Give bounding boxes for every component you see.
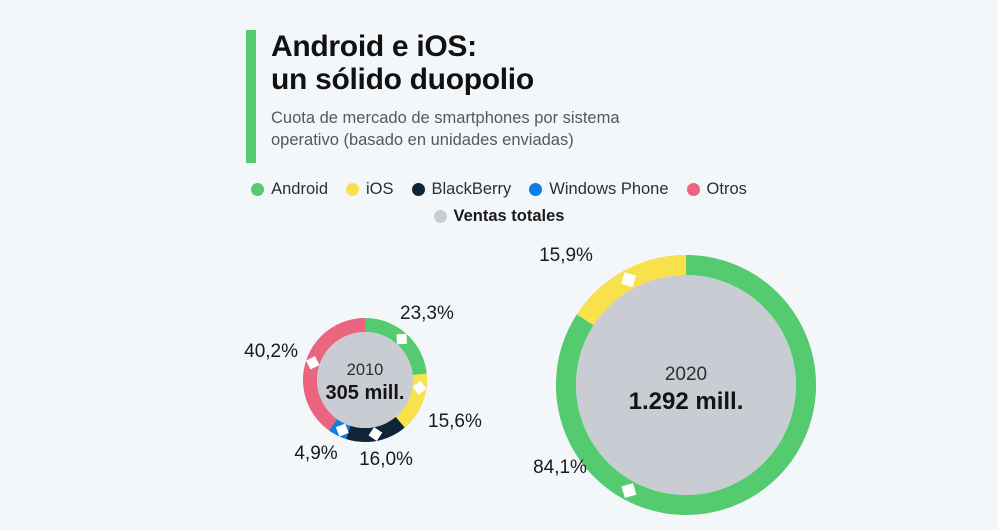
value-label-otros: 40,2% — [244, 341, 298, 362]
donut-2020-center-year: 2020 — [665, 364, 707, 385]
legend-dot-icon — [686, 182, 700, 196]
donut-chart-2020: 2020 1.292 mill. 15,9% 84,1% — [520, 230, 880, 530]
legend-label-blackberry: BlackBerry — [431, 180, 512, 198]
legend-label-otros: Otros — [706, 180, 747, 198]
legend-label-ventas-totales: Ventas totales — [453, 207, 565, 225]
marker-otros-icon — [306, 356, 320, 370]
legend-dot-icon — [411, 182, 425, 196]
donut-2010-center-total: 305 mill. — [326, 382, 405, 404]
value-label-blackberry: 16,0% — [359, 449, 413, 470]
legend-dot-icon — [433, 209, 447, 223]
donut-2020-ring — [556, 255, 816, 515]
header-text: Android e iOS: un sólido duopolio Cuota … — [271, 30, 811, 151]
legend-dot-icon — [346, 182, 359, 196]
legend-item-android[interactable]: Android — [251, 178, 328, 200]
segment-ios[interactable] — [303, 318, 427, 442]
legend-dot-icon — [251, 182, 265, 196]
accent-bar — [246, 30, 256, 163]
value-label-android: 23,3% — [400, 303, 454, 324]
value-label-android: 84,1% — [533, 457, 587, 478]
legend-item-windows-phone[interactable]: Windows Phone — [529, 178, 669, 200]
legend-item-otros[interactable]: Otros — [686, 178, 747, 200]
donut-2010-svg: 2010 305 mill. 23,3% 15,6% 16,0% 4,9% 40… — [244, 303, 482, 470]
page-subtitle: Cuota de mercado de smartphones por sist… — [271, 109, 620, 149]
marker-windows-phone-icon — [335, 423, 349, 437]
legend: Android iOS BlackBerry Windows Phone Otr… — [0, 178, 998, 227]
page-title: Android e iOS: un sólido duopolio — [271, 30, 534, 96]
donut-2010-markers — [306, 333, 427, 441]
legend-label-ios: iOS — [366, 180, 394, 198]
donut-2020-markers — [621, 272, 637, 499]
legend-row-totals: Ventas totales — [0, 205, 998, 227]
segment-ios[interactable] — [556, 255, 816, 515]
legend-item-blackberry[interactable]: BlackBerry — [411, 178, 512, 200]
legend-row-platforms: Android iOS BlackBerry Windows Phone Otr… — [0, 178, 998, 200]
marker-blackberry-icon — [368, 427, 383, 441]
donut-2010-center-disc — [317, 332, 413, 428]
legend-label-windows-phone: Windows Phone — [549, 180, 669, 198]
donut-2020-center-disc — [576, 275, 796, 495]
marker-ios-icon — [412, 380, 427, 395]
value-label-ios: 15,9% — [539, 245, 593, 266]
donut-2010-ring — [303, 318, 427, 442]
marker-android-icon — [396, 333, 407, 345]
donut-2020-center-total: 1.292 mill. — [629, 388, 744, 415]
legend-item-ventas-totales[interactable]: Ventas totales — [433, 205, 565, 227]
donut-2020-svg: 2020 1.292 mill. 15,9% 84,1% — [533, 245, 816, 515]
legend-label-android: Android — [271, 180, 328, 198]
donut-2010-center-year: 2010 — [347, 361, 384, 379]
legend-dot-icon — [529, 182, 543, 196]
marker-ios-icon — [621, 272, 637, 288]
segment-blackberry[interactable] — [303, 318, 427, 442]
segment-otros[interactable] — [303, 318, 427, 442]
value-label-windows-phone: 4,9% — [294, 443, 337, 464]
value-label-ios: 15,6% — [428, 411, 482, 432]
marker-android-icon — [621, 483, 637, 499]
donut-chart-2010: 2010 305 mill. 23,3% 15,6% 16,0% 4,9% 40… — [240, 240, 520, 500]
legend-item-ios[interactable]: iOS — [346, 178, 394, 200]
